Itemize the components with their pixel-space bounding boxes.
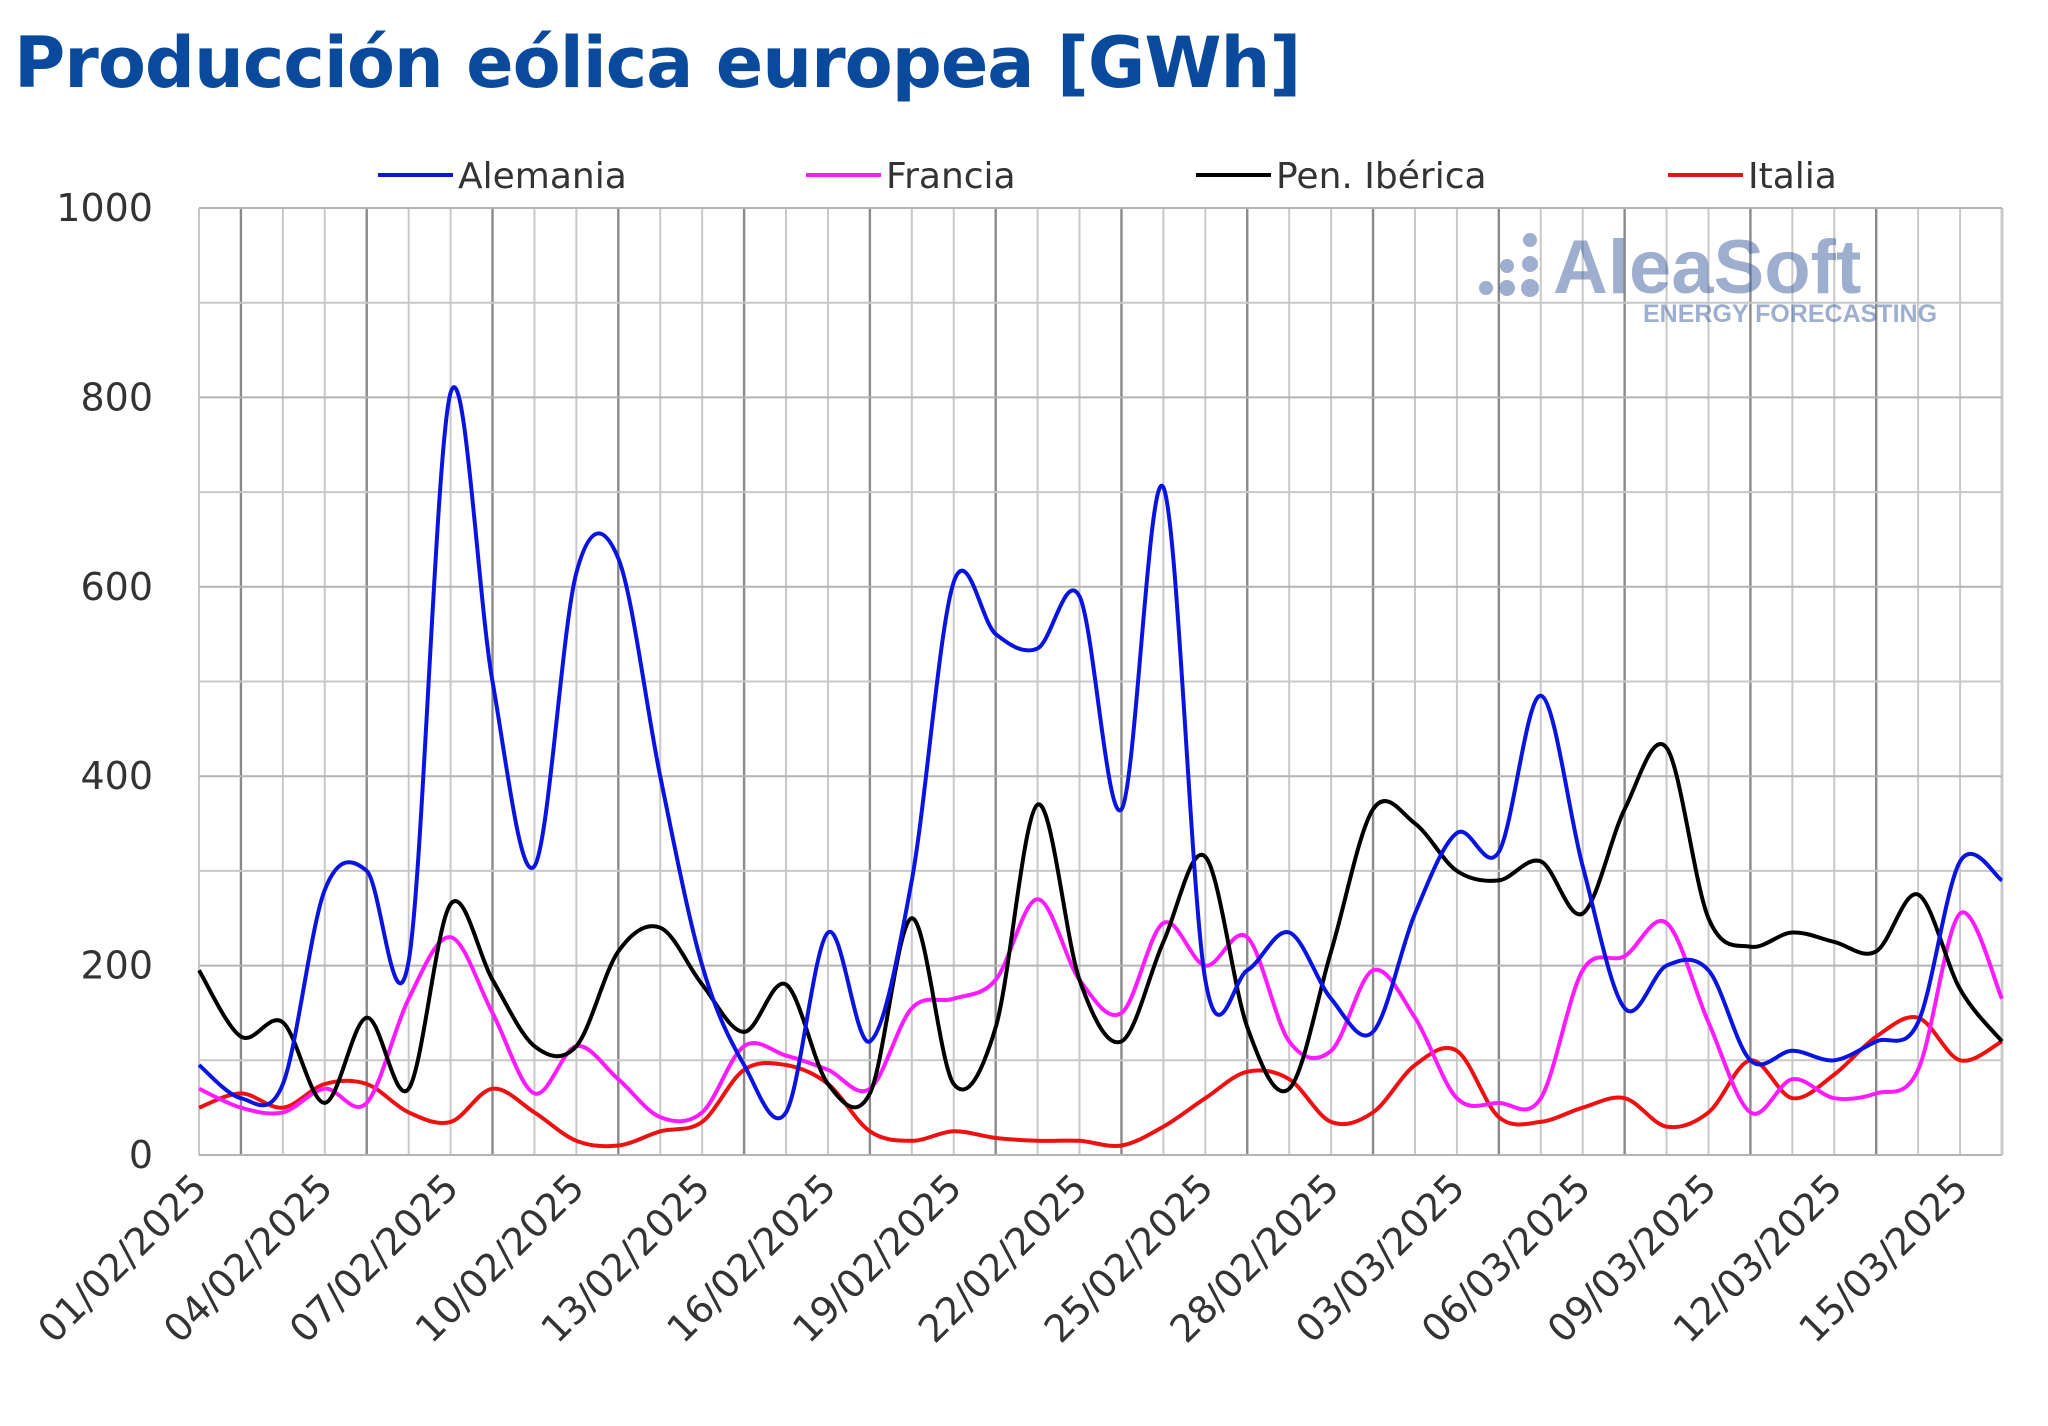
horizontal-gridlines <box>199 207 2002 1156</box>
y-tick-label: 0 <box>129 1133 153 1177</box>
y-tick-label: 800 <box>80 375 153 419</box>
watermark-dot <box>1521 279 1539 297</box>
watermark-brand: AleaSoft <box>1553 225 1861 310</box>
y-axis-tick-labels: 0 200 400 600 800 1000 <box>56 186 153 1177</box>
legend: Alemania Francia Pen. Ibérica Italia <box>378 156 1837 197</box>
watermark-dot <box>1499 280 1515 296</box>
chart-title: Producción eólica europea [GWh] <box>14 22 1301 104</box>
watermark-dot <box>1500 259 1514 273</box>
watermark-tagline: ENERGY FORECASTING <box>1643 300 1937 328</box>
y-tick-label: 400 <box>80 754 153 798</box>
legend-label: Pen. Ibérica <box>1276 156 1487 197</box>
legend-label: Francia <box>886 156 1016 197</box>
y-tick-label: 1000 <box>56 186 153 230</box>
legend-label: Alemania <box>458 156 627 197</box>
watermark-dot <box>1522 256 1538 272</box>
legend-label: Italia <box>1748 156 1837 197</box>
series-line-italia <box>198 1014 2003 1149</box>
series-line-alemania <box>197 385 2004 1121</box>
series-line-pen-ib-rica <box>197 742 2004 1110</box>
watermark-dot <box>1479 281 1493 295</box>
series-lines <box>197 385 2004 1149</box>
x-axis-tick-labels: 01/02/202504/02/202507/02/202510/02/2025… <box>29 1165 1976 1351</box>
series-line-francia <box>198 897 2004 1124</box>
y-tick-label: 600 <box>80 565 153 609</box>
watermark-dot <box>1523 233 1537 247</box>
y-tick-label: 200 <box>80 944 153 988</box>
